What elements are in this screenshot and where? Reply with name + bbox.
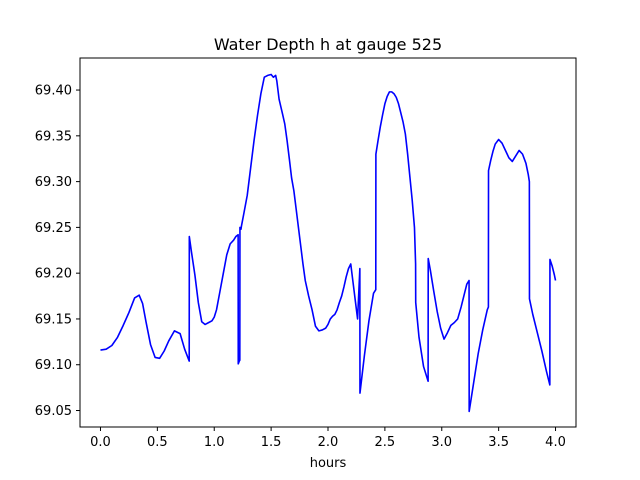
y-tick-label: 69.40	[35, 84, 72, 99]
x-tick-label: 4.0	[545, 435, 566, 450]
y-tick-label: 69.30	[35, 175, 72, 190]
x-axis-ticks: 0.0 0.5 1.0 1.5 2.0 2.5 3.0 3.5 4.0	[90, 427, 566, 450]
x-tick-label: 1.5	[261, 435, 282, 450]
y-tick-label: 69.05	[35, 404, 72, 419]
y-tick-label: 69.25	[35, 221, 72, 236]
x-tick-label: 2.0	[318, 435, 339, 450]
x-tick-label: 2.5	[375, 435, 396, 450]
y-tick-label: 69.20	[35, 267, 72, 282]
x-tick-label: 0.0	[90, 435, 111, 450]
x-tick-label: 1.0	[204, 435, 225, 450]
x-tick-label: 3.5	[488, 435, 509, 450]
x-tick-label: 0.5	[147, 435, 168, 450]
y-tick-label: 69.10	[35, 358, 72, 373]
y-axis-ticks: 69.05 69.10 69.15 69.20 69.25 69.30 69.35 69.40	[35, 84, 80, 419]
y-tick-label: 69.15	[35, 312, 72, 327]
chart-title: Water Depth h at gauge 525	[214, 35, 442, 54]
x-axis-label: hours	[310, 456, 347, 471]
plot-area	[100, 73, 557, 413]
x-tick-label: 3.0	[431, 435, 452, 450]
series-line-water-depth	[100, 73, 557, 413]
y-tick-label: 69.35	[35, 129, 72, 144]
